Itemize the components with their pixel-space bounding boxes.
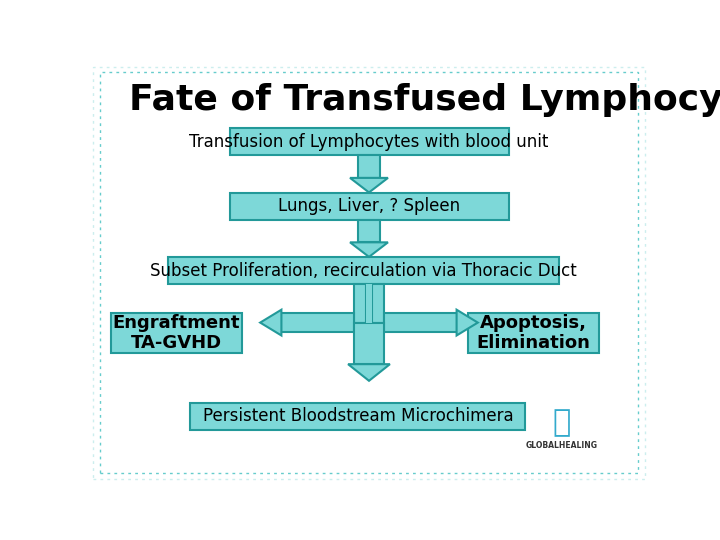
Polygon shape xyxy=(350,178,388,192)
FancyBboxPatch shape xyxy=(190,403,526,430)
Text: Engraftment
TA-GVHD: Engraftment TA-GVHD xyxy=(113,314,240,353)
Text: Subset Proliferation, recirculation via Thoracic Duct: Subset Proliferation, recirculation via … xyxy=(150,261,577,280)
FancyBboxPatch shape xyxy=(468,313,599,353)
Polygon shape xyxy=(372,285,384,322)
Polygon shape xyxy=(366,285,372,322)
Text: 🖐: 🖐 xyxy=(552,408,571,437)
Polygon shape xyxy=(350,242,388,257)
Text: Apoptosis,
Elimination: Apoptosis, Elimination xyxy=(477,314,590,353)
Polygon shape xyxy=(456,310,478,335)
Text: Persistent Bloodstream Microchimera: Persistent Bloodstream Microchimera xyxy=(202,407,513,425)
Text: Fate of Transfused Lymphocytes: Fate of Transfused Lymphocytes xyxy=(129,83,720,117)
Polygon shape xyxy=(384,313,456,332)
Polygon shape xyxy=(359,156,379,178)
Polygon shape xyxy=(348,364,390,381)
Text: Transfusion of Lymphocytes with blood unit: Transfusion of Lymphocytes with blood un… xyxy=(189,133,549,151)
FancyBboxPatch shape xyxy=(230,128,508,155)
FancyBboxPatch shape xyxy=(168,257,559,284)
FancyBboxPatch shape xyxy=(230,193,508,220)
Polygon shape xyxy=(282,313,354,332)
Polygon shape xyxy=(260,310,282,335)
Polygon shape xyxy=(354,322,384,364)
Text: GLOBALHEALING: GLOBALHEALING xyxy=(526,441,598,450)
Polygon shape xyxy=(354,285,366,322)
Polygon shape xyxy=(359,220,379,242)
Text: Lungs, Liver, ? Spleen: Lungs, Liver, ? Spleen xyxy=(278,197,460,215)
FancyBboxPatch shape xyxy=(111,313,242,353)
